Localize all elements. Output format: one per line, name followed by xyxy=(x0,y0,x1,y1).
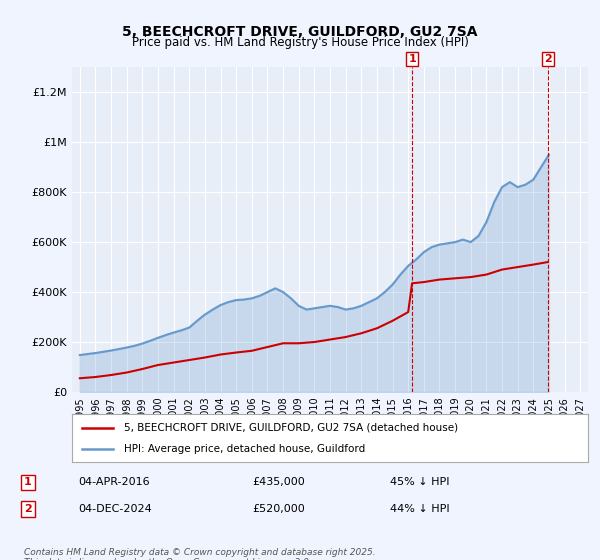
Text: 1: 1 xyxy=(408,54,416,64)
Text: Contains HM Land Registry data © Crown copyright and database right 2025.
This d: Contains HM Land Registry data © Crown c… xyxy=(24,548,376,560)
Text: 1: 1 xyxy=(24,477,32,487)
Text: 5, BEECHCROFT DRIVE, GUILDFORD, GU2 7SA: 5, BEECHCROFT DRIVE, GUILDFORD, GU2 7SA xyxy=(122,25,478,39)
Text: 04-DEC-2024: 04-DEC-2024 xyxy=(78,504,152,514)
Text: 2: 2 xyxy=(544,54,551,64)
Text: 2: 2 xyxy=(24,504,32,514)
Text: Price paid vs. HM Land Registry's House Price Index (HPI): Price paid vs. HM Land Registry's House … xyxy=(131,36,469,49)
Text: £520,000: £520,000 xyxy=(252,504,305,514)
Text: 45% ↓ HPI: 45% ↓ HPI xyxy=(390,477,449,487)
Text: £435,000: £435,000 xyxy=(252,477,305,487)
Text: HPI: Average price, detached house, Guildford: HPI: Average price, detached house, Guil… xyxy=(124,444,365,454)
Text: 5, BEECHCROFT DRIVE, GUILDFORD, GU2 7SA (detached house): 5, BEECHCROFT DRIVE, GUILDFORD, GU2 7SA … xyxy=(124,423,458,433)
Text: 44% ↓ HPI: 44% ↓ HPI xyxy=(390,504,449,514)
Text: 04-APR-2016: 04-APR-2016 xyxy=(78,477,149,487)
